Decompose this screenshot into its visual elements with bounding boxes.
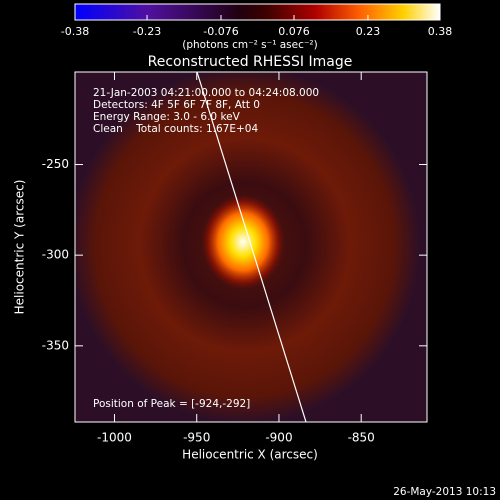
colorbar-label: (photons cm⁻² s⁻¹ asec⁻²)	[182, 39, 317, 51]
annotation: 21-Jan-2003 04:21:00.000 to 04:24:08.000	[93, 87, 319, 99]
chart-title: Reconstructed RHESSI Image	[148, 54, 353, 70]
y-tick-label: -300	[42, 248, 69, 262]
colorbar-tick-label: -0.076	[203, 25, 238, 38]
annotation: Detectors: 4F 5F 6F 7F 8F, Att 0	[93, 99, 260, 111]
colorbar-tick-label: 0.076	[278, 25, 310, 38]
x-tick-label: -950	[183, 431, 210, 445]
x-tick-label: -900	[265, 431, 292, 445]
colorbar-tick-label: 0.23	[356, 25, 381, 38]
annotation: Clean Total counts: 1.67E+04	[93, 123, 258, 135]
y-axis-label: Heliocentric Y (arcsec)	[13, 180, 27, 315]
x-tick-label: -850	[348, 431, 375, 445]
annotation: Energy Range: 3.0 - 6.0 keV	[93, 111, 241, 123]
plot-frame	[74, 71, 428, 423]
peak-label: Position of Peak = [-924,-292]	[93, 398, 250, 410]
footer: 26-May-2013 10:13	[393, 486, 496, 498]
colorbar	[74, 3, 441, 21]
colorbar-tick-label: -0.23	[133, 25, 161, 38]
y-tick-label: -350	[42, 338, 69, 352]
x-tick-label: -1000	[97, 431, 132, 445]
x-axis-label: Heliocentric X (arcsec)	[182, 448, 318, 462]
image	[75, 72, 427, 422]
colorbar-tick-label: -0.38	[61, 25, 89, 38]
colorbar-tick-label: 0.38	[428, 25, 453, 38]
y-tick-label: -250	[42, 157, 69, 171]
